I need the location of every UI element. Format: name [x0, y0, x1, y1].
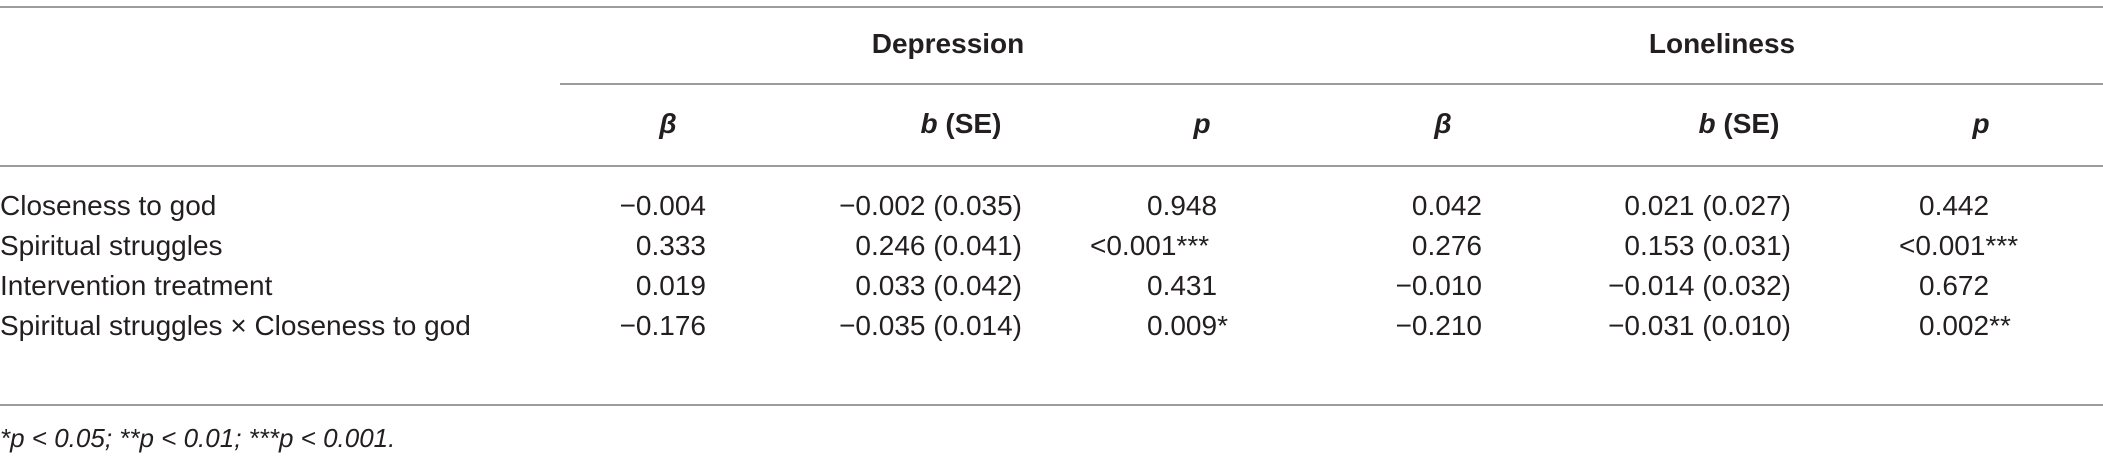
cell-dep-beta: 0.333 [635, 230, 706, 261]
cell-dep-p: <0.001*** [1090, 230, 1210, 261]
table-bottom-rule [0, 404, 2103, 406]
cell-lon-p: <0.001*** [1899, 230, 2019, 261]
col-header-lon-p-label: p [1972, 108, 1990, 139]
cell-dep-p: 0.948 [1147, 190, 1218, 221]
cell-dep-b: 0.246 (0.041) [855, 230, 1022, 261]
col-header-lon-beta-label: β [1434, 108, 1452, 139]
col-header-dep-p-label: p [1193, 108, 1211, 139]
cell-lon-b: 0.021 (0.027) [1624, 190, 1791, 221]
cell-dep-beta: 0.019 [635, 270, 706, 301]
cell-dep-beta: −0.176 [619, 310, 706, 341]
col-header-lon-beta: β [1313, 106, 1573, 142]
cell-lon-p: 0.672 [1919, 270, 1990, 301]
group-header-rule [560, 83, 2103, 85]
cell-dep-p: 0.009* [1147, 310, 1228, 341]
cell-lon-p: 0.002** [1919, 310, 2011, 341]
cell-dep-beta: −0.004 [619, 190, 706, 221]
row-label: Spiritual struggles × Closeness to god [0, 310, 471, 341]
cell-dep-b: −0.035 (0.014) [839, 310, 1022, 341]
cell-lon-beta: 0.042 [1411, 190, 1482, 221]
cell-lon-b: −0.031 (0.010) [1608, 310, 1791, 341]
col-header-lon-b: b (SE) [1609, 106, 1869, 142]
col-header-dep-beta: β [538, 106, 798, 142]
col-header-dep-beta-label: β [659, 108, 677, 139]
cell-lon-p: 0.442 [1919, 190, 1990, 221]
cell-lon-beta: 0.276 [1411, 230, 1482, 261]
col-header-dep-b-sym: b [920, 108, 938, 139]
col-header-dep-p: p [1072, 106, 1332, 142]
table-footnote: *p < 0.05; **p < 0.01; ***p < 0.001. [0, 423, 396, 453]
row-label: Closeness to god [0, 190, 217, 221]
col-header-lon-b-rest: (SE) [1715, 108, 1780, 139]
col-header-lon-b-sym: b [1698, 108, 1716, 139]
col-header-dep-b: b (SE) [831, 106, 1091, 142]
row-label: Spiritual struggles [0, 230, 223, 261]
table-top-rule [0, 6, 2103, 8]
cell-dep-b: 0.033 (0.042) [855, 270, 1022, 301]
column-header-rule [0, 165, 2103, 167]
cell-lon-b: 0.153 (0.031) [1624, 230, 1791, 261]
group-header-depression: Depression [871, 28, 1025, 59]
cell-lon-beta: −0.210 [1395, 310, 1482, 341]
group-header-loneliness: Loneliness [1648, 28, 1796, 59]
col-header-lon-p: p [1851, 106, 2103, 142]
row-label: Intervention treatment [0, 270, 273, 301]
col-header-dep-b-rest: (SE) [937, 108, 1002, 139]
cell-lon-b: −0.014 (0.032) [1608, 270, 1791, 301]
cell-lon-beta: −0.010 [1395, 270, 1482, 301]
cell-dep-p: 0.431 [1147, 270, 1218, 301]
cell-dep-b: −0.002 (0.035) [839, 190, 1022, 221]
